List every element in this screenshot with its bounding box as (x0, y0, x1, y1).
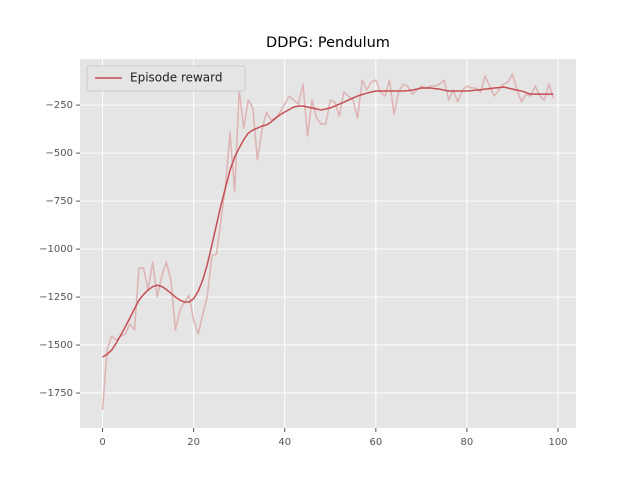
x-tick-label: 0 (99, 437, 105, 448)
y-tick-label: −500 (46, 148, 73, 159)
x-tick-label: 40 (278, 437, 291, 448)
x-tick-label: 100 (548, 437, 567, 448)
y-tick-label: −1500 (39, 340, 73, 351)
legend-box (86, 65, 246, 92)
y-tick-label: −250 (46, 100, 73, 111)
x-tick-label: 20 (187, 437, 200, 448)
y-tick-label: −750 (46, 196, 73, 207)
y-tick-label: −1000 (39, 244, 73, 255)
chart-title: DDPG: Pendulum (266, 35, 390, 51)
legend-label: Episode reward (130, 71, 223, 85)
x-tick-label: 60 (369, 437, 382, 448)
plot-area (80, 59, 576, 428)
y-tick-label: −1750 (39, 388, 73, 399)
series-line (102, 86, 554, 358)
lines (101, 73, 555, 411)
x-tick-label: 80 (461, 437, 474, 448)
grid (80, 59, 576, 428)
y-tick-label: −1250 (39, 292, 73, 303)
